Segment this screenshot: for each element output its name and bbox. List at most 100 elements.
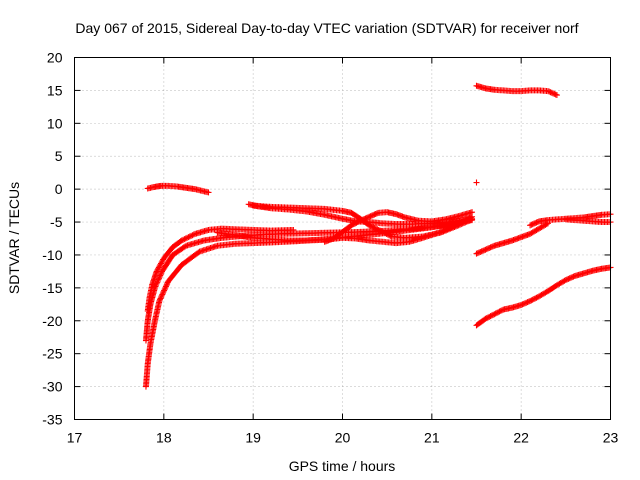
data-point bbox=[524, 299, 531, 306]
data-point bbox=[181, 236, 188, 243]
data-point bbox=[195, 249, 202, 256]
data-point bbox=[532, 220, 539, 227]
data-point bbox=[181, 243, 188, 250]
data-point bbox=[493, 309, 500, 316]
data-point bbox=[445, 225, 452, 232]
data-point bbox=[547, 89, 554, 96]
data-point bbox=[527, 222, 534, 229]
data-point bbox=[491, 311, 498, 318]
y-tick-label: -35 bbox=[42, 412, 62, 428]
data-point bbox=[184, 234, 191, 241]
data-point bbox=[483, 315, 490, 322]
data-point bbox=[159, 257, 166, 264]
data-point bbox=[484, 245, 491, 252]
data-point bbox=[367, 213, 374, 220]
data-point bbox=[469, 209, 476, 216]
data-point bbox=[371, 211, 378, 218]
y-tick-label: -20 bbox=[42, 313, 62, 329]
data-point bbox=[449, 223, 456, 230]
data-point bbox=[520, 300, 527, 307]
data-point bbox=[158, 292, 165, 299]
data-point bbox=[159, 291, 166, 298]
data-point bbox=[521, 300, 528, 307]
data-point bbox=[186, 233, 193, 240]
data-point bbox=[437, 228, 444, 235]
data-point bbox=[527, 298, 534, 305]
data-point bbox=[373, 210, 380, 217]
data-point bbox=[525, 298, 532, 305]
data-point bbox=[358, 217, 365, 224]
data-point bbox=[444, 226, 451, 233]
data-point bbox=[348, 222, 355, 229]
data-point bbox=[566, 275, 573, 282]
data-point bbox=[158, 294, 165, 301]
data-point bbox=[441, 227, 448, 234]
data-point bbox=[359, 216, 366, 223]
data-point bbox=[157, 261, 164, 268]
data-point bbox=[473, 250, 480, 257]
x-tick-label: 19 bbox=[245, 430, 261, 446]
data-point bbox=[189, 232, 196, 239]
data-point bbox=[361, 216, 368, 223]
data-point bbox=[356, 218, 363, 225]
data-point bbox=[499, 307, 506, 314]
data-point bbox=[380, 229, 387, 236]
data-point bbox=[553, 92, 560, 99]
data-point bbox=[481, 247, 488, 254]
y-tick-label: -30 bbox=[42, 379, 62, 395]
data-point bbox=[354, 219, 361, 226]
data-point bbox=[182, 235, 189, 242]
x-tick-label: 20 bbox=[335, 430, 351, 446]
data-point bbox=[564, 276, 571, 283]
data-point bbox=[476, 249, 483, 256]
data-point bbox=[534, 218, 541, 225]
data-point bbox=[156, 263, 163, 270]
data-point bbox=[486, 244, 493, 251]
axes: 17 18 19 20 21 22 23 -35 -30 -25 -20 -15 -10 -5 0 5 10 15… bbox=[42, 50, 618, 446]
data-point bbox=[290, 226, 297, 233]
x-tick-label: 23 bbox=[603, 430, 619, 446]
plot-frame bbox=[74, 57, 611, 420]
data-point bbox=[372, 210, 379, 217]
data-point bbox=[382, 230, 389, 237]
data-point bbox=[373, 225, 379, 232]
data-point bbox=[155, 264, 162, 271]
data-point bbox=[159, 290, 166, 297]
y-tick-label: 0 bbox=[55, 181, 63, 197]
data-point bbox=[377, 227, 384, 234]
x-tick-label: 21 bbox=[424, 430, 440, 446]
data-point bbox=[484, 314, 491, 321]
data-point bbox=[451, 222, 458, 229]
data-point bbox=[370, 212, 377, 219]
data-point bbox=[357, 217, 364, 224]
y-tick-label: 10 bbox=[47, 115, 63, 131]
data-point bbox=[533, 219, 540, 226]
y-tick-label: -15 bbox=[42, 280, 62, 296]
data-point bbox=[379, 228, 386, 235]
y-axis-label: SDTVAR / TECUs bbox=[6, 182, 22, 294]
data-point bbox=[362, 215, 369, 222]
data-point bbox=[185, 234, 192, 241]
data-point bbox=[486, 313, 493, 320]
data-point bbox=[565, 275, 572, 282]
data-point bbox=[157, 271, 164, 278]
data-point bbox=[366, 222, 373, 229]
data-point bbox=[447, 224, 454, 231]
data-point bbox=[375, 226, 382, 233]
data-point bbox=[367, 222, 374, 229]
data-point bbox=[567, 274, 574, 281]
data-point bbox=[487, 313, 494, 320]
data-point bbox=[482, 315, 489, 322]
data-point bbox=[519, 301, 526, 308]
data-point bbox=[450, 223, 457, 230]
data-point bbox=[492, 310, 499, 317]
data-point bbox=[496, 308, 503, 315]
data-point bbox=[363, 214, 370, 221]
data-point bbox=[180, 236, 187, 243]
data-point bbox=[153, 268, 160, 275]
data-point bbox=[552, 91, 559, 98]
data-point bbox=[371, 224, 378, 231]
y-tick-label: 20 bbox=[47, 50, 63, 66]
data-point bbox=[487, 244, 494, 251]
data-point bbox=[188, 232, 195, 239]
